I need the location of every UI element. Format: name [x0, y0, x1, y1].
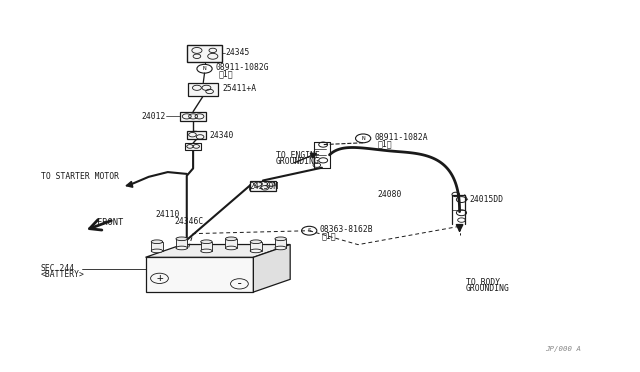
- Text: （1）: （1）: [322, 232, 337, 241]
- Text: TO BODY: TO BODY: [466, 278, 500, 286]
- Ellipse shape: [176, 237, 188, 241]
- Text: 25411+A: 25411+A: [222, 84, 257, 93]
- Ellipse shape: [201, 249, 212, 253]
- Text: TO ENGINE: TO ENGINE: [276, 151, 319, 160]
- Bar: [250, 242, 262, 251]
- Bar: [186, 143, 201, 150]
- Polygon shape: [145, 257, 253, 292]
- Ellipse shape: [151, 249, 163, 253]
- Ellipse shape: [151, 240, 163, 244]
- Text: 24012: 24012: [141, 112, 166, 121]
- Polygon shape: [145, 244, 290, 257]
- Bar: [151, 242, 163, 251]
- Text: JP/000 A: JP/000 A: [545, 346, 581, 352]
- Text: SEC.244: SEC.244: [41, 264, 75, 273]
- Text: -: -: [236, 278, 243, 290]
- Bar: [188, 83, 218, 96]
- Polygon shape: [253, 244, 290, 292]
- Text: <BATTERY>: <BATTERY>: [41, 270, 84, 279]
- Bar: [187, 45, 222, 62]
- Bar: [180, 112, 207, 121]
- Text: 08911-1082G: 08911-1082G: [216, 63, 269, 72]
- Text: 24340: 24340: [209, 131, 234, 140]
- Bar: [225, 239, 237, 248]
- Bar: [275, 239, 286, 248]
- Ellipse shape: [250, 240, 262, 244]
- Text: FRONT: FRONT: [97, 218, 123, 227]
- Text: GROUNDING: GROUNDING: [466, 284, 510, 293]
- Bar: [201, 242, 212, 251]
- Text: 24080: 24080: [377, 190, 401, 199]
- Text: N: N: [361, 136, 365, 141]
- Text: （1）: （1）: [218, 70, 233, 79]
- Ellipse shape: [275, 237, 286, 241]
- Text: 24346C: 24346C: [174, 217, 204, 226]
- Ellipse shape: [225, 237, 237, 241]
- Text: 24015DD: 24015DD: [469, 195, 503, 205]
- Text: S: S: [307, 228, 311, 233]
- Bar: [187, 131, 206, 140]
- Text: TO STARTER MOTOR: TO STARTER MOTOR: [41, 171, 119, 181]
- Text: 24230M: 24230M: [249, 182, 278, 190]
- Bar: [250, 180, 276, 192]
- Text: （1）: （1）: [377, 140, 392, 148]
- Ellipse shape: [275, 246, 286, 250]
- Ellipse shape: [201, 240, 212, 244]
- Ellipse shape: [176, 246, 188, 250]
- Text: +: +: [156, 273, 163, 283]
- Ellipse shape: [225, 246, 237, 250]
- Text: 08363-8162B: 08363-8162B: [319, 225, 373, 234]
- Text: 24345: 24345: [225, 48, 250, 57]
- Text: N: N: [203, 66, 207, 71]
- Text: GROUNDING: GROUNDING: [276, 157, 319, 166]
- Text: 08911-1082A: 08911-1082A: [374, 133, 428, 142]
- Text: 24110: 24110: [155, 210, 179, 219]
- Ellipse shape: [250, 249, 262, 253]
- Bar: [176, 239, 188, 248]
